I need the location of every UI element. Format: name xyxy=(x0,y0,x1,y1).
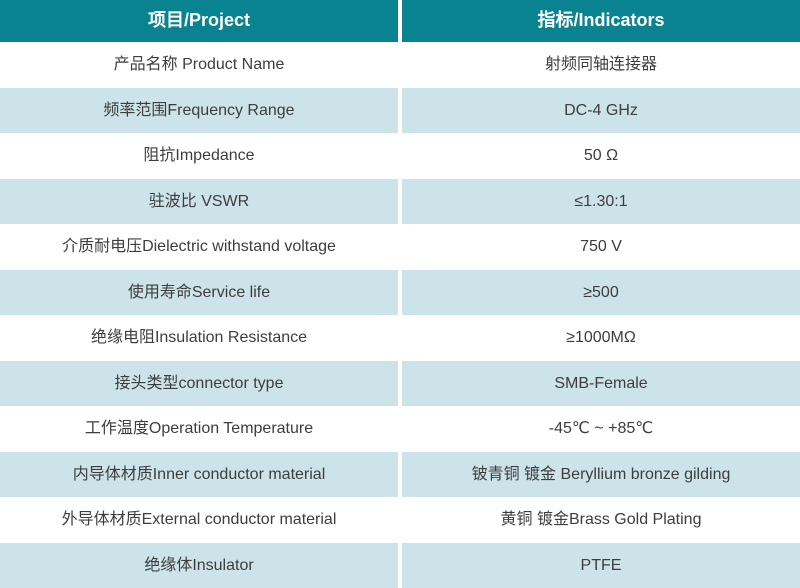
project-cell: 阻抗Impedance xyxy=(0,133,398,179)
table-row: 外导体材质External conductor material 黄铜 镀金Br… xyxy=(0,497,800,543)
indicator-cell: SMB-Female xyxy=(402,360,800,406)
table-row: 产品名称 Product Name 射频同轴连接器 xyxy=(0,42,800,88)
project-cell: 驻波比 VSWR xyxy=(0,178,398,224)
table-row: 介质耐电压Dielectric withstand voltage 750 V xyxy=(0,224,800,270)
table-row: 使用寿命Service life ≥500 xyxy=(0,269,800,315)
table-row: 频率范围Frequency Range DC-4 GHz xyxy=(0,87,800,133)
project-cell: 频率范围Frequency Range xyxy=(0,87,398,133)
indicator-cell: DC-4 GHz xyxy=(402,87,800,133)
indicator-cell: -45℃ ~ +85℃ xyxy=(402,406,800,452)
table-row: 驻波比 VSWR ≤1.30:1 xyxy=(0,178,800,224)
indicator-cell: 750 V xyxy=(402,224,800,270)
table-header-row: 项目/Project 指标/Indicators xyxy=(0,0,800,42)
project-cell: 绝缘电阻Insulation Resistance xyxy=(0,315,398,361)
indicator-cell: 黄铜 镀金Brass Gold Plating xyxy=(402,497,800,543)
header-cell-project: 项目/Project xyxy=(0,0,398,42)
table-row: 内导体材质Inner conductor material 铍青铜 镀金 Ber… xyxy=(0,451,800,497)
project-cell: 接头类型connector type xyxy=(0,360,398,406)
project-cell: 工作温度Operation Temperature xyxy=(0,406,398,452)
project-cell: 外导体材质External conductor material xyxy=(0,497,398,543)
table-row: 绝缘体Insulator PTFE xyxy=(0,542,800,588)
indicator-cell: 50 Ω xyxy=(402,133,800,179)
table-row: 接头类型connector type SMB-Female xyxy=(0,360,800,406)
indicator-cell: ≥1000MΩ xyxy=(402,315,800,361)
project-cell: 绝缘体Insulator xyxy=(0,542,398,588)
table-row: 阻抗Impedance 50 Ω xyxy=(0,133,800,179)
project-cell: 产品名称 Product Name xyxy=(0,42,398,88)
table-row: 绝缘电阻Insulation Resistance ≥1000MΩ xyxy=(0,315,800,361)
indicator-cell: PTFE xyxy=(402,542,800,588)
indicator-cell: ≥500 xyxy=(402,269,800,315)
table-body: 产品名称 Product Name 射频同轴连接器 频率范围Frequency … xyxy=(0,42,800,588)
indicator-cell: 铍青铜 镀金 Beryllium bronze gilding xyxy=(402,451,800,497)
header-cell-indicators: 指标/Indicators xyxy=(402,0,800,42)
table-row: 工作温度Operation Temperature -45℃ ~ +85℃ xyxy=(0,406,800,452)
project-cell: 使用寿命Service life xyxy=(0,269,398,315)
indicator-cell: ≤1.30:1 xyxy=(402,178,800,224)
indicator-cell: 射频同轴连接器 xyxy=(402,42,800,88)
project-cell: 内导体材质Inner conductor material xyxy=(0,451,398,497)
project-cell: 介质耐电压Dielectric withstand voltage xyxy=(0,224,398,270)
